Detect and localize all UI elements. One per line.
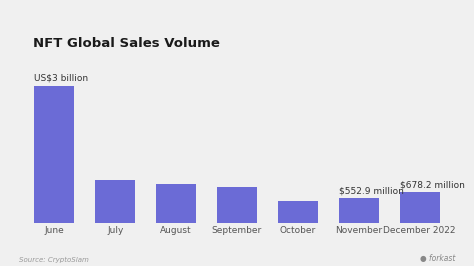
Bar: [95, 180, 135, 223]
Bar: [35, 86, 74, 223]
Bar: [339, 198, 379, 223]
Text: $552.9 million: $552.9 million: [339, 186, 403, 195]
Text: Source: CryptoSlam: Source: CryptoSlam: [19, 257, 89, 263]
Bar: [278, 201, 318, 223]
Bar: [217, 187, 257, 223]
Text: US$3 billion: US$3 billion: [34, 73, 88, 82]
Text: ● forkast: ● forkast: [419, 254, 455, 263]
Bar: [156, 184, 196, 223]
Text: $678.2 million: $678.2 million: [400, 181, 465, 190]
Bar: [400, 192, 439, 223]
Text: NFT Global Sales Volume: NFT Global Sales Volume: [33, 37, 220, 50]
